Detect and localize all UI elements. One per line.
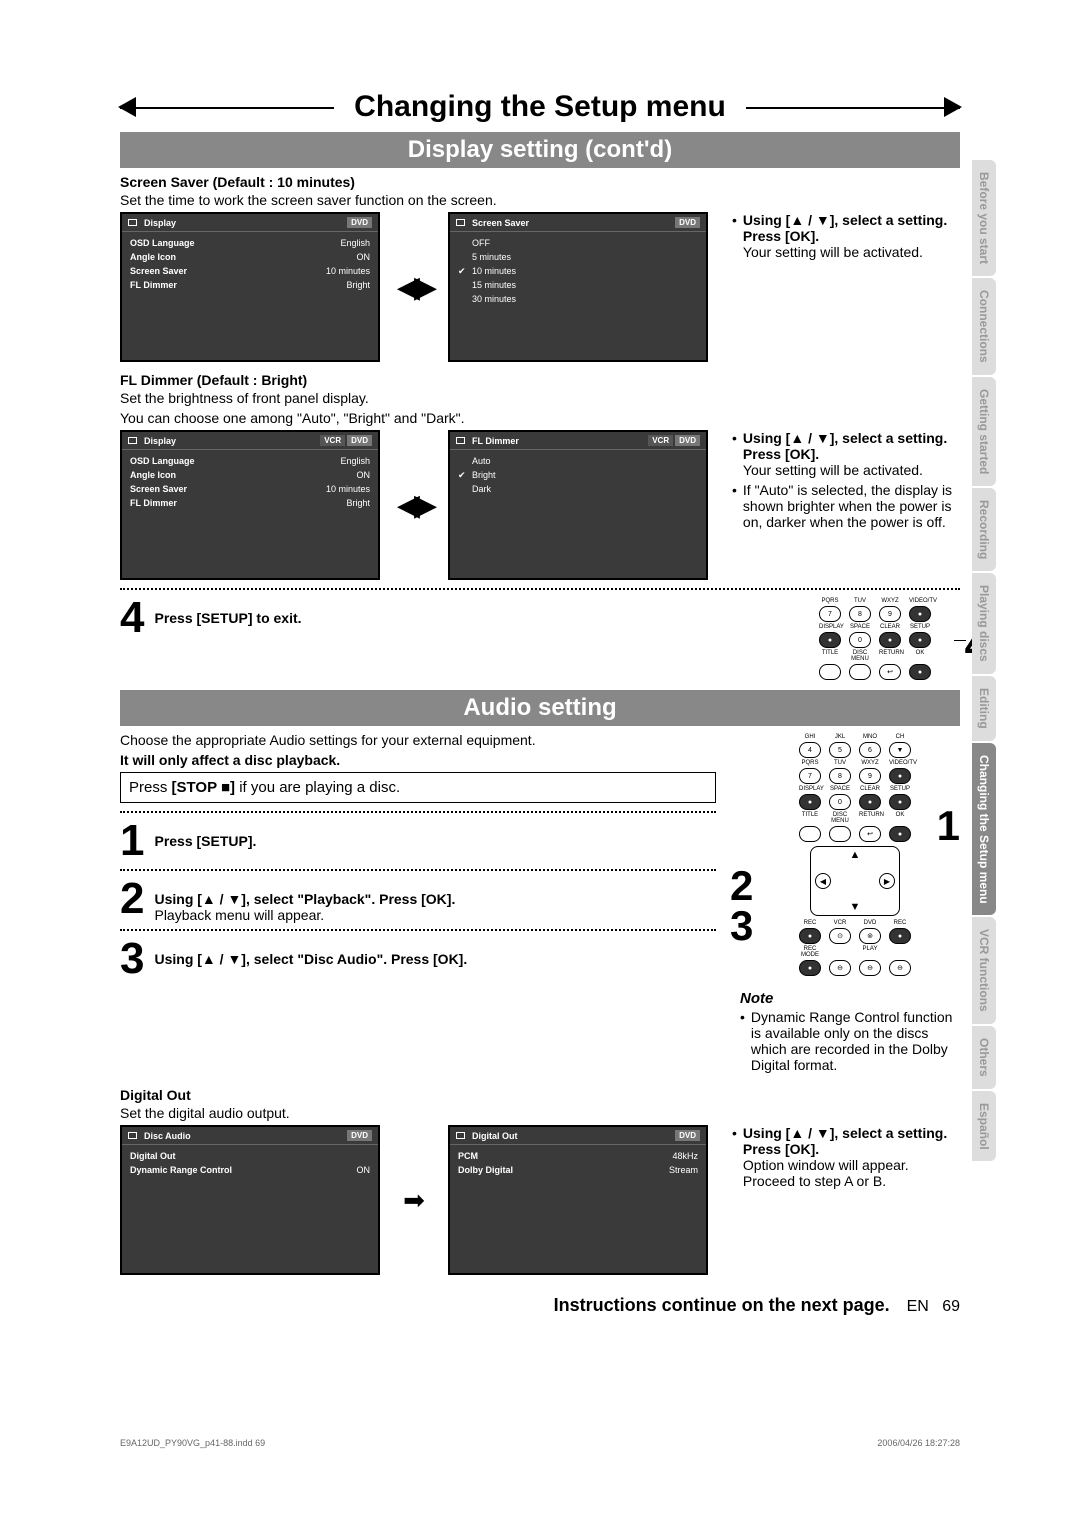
dotted-rule — [120, 869, 716, 871]
menu-tab-dvd: DVD — [347, 435, 372, 446]
step-2: 2 Using [▲ / ▼], select "Playback". Pres… — [120, 877, 716, 923]
fldimmer-menu-options: FL Dimmer VCRDVD Auto Bright Dark — [448, 430, 708, 580]
side-tab-getting-started: Getting started — [972, 377, 996, 486]
dotted-rule — [120, 588, 960, 590]
page-content: Changing the Setup menu Display setting … — [120, 90, 960, 1316]
side-tab-playing: Playing discs — [972, 573, 996, 674]
step-4-text: Press [SETUP] to exit. — [154, 610, 301, 626]
digitalout-desc: Set the digital audio output. — [120, 1105, 960, 1121]
step-num-4: 4 — [120, 596, 144, 640]
step-2-text: Using [▲ / ▼], select "Playback". Press … — [154, 891, 455, 907]
digitalout-menu-options: Digital Out DVD PCM48kHz Dolby DigitalSt… — [448, 1125, 708, 1275]
screensaver-right-text: •Using [▲ / ▼], select a setting. Press … — [722, 212, 960, 362]
side-tab-recording: Recording — [972, 488, 996, 571]
menu-icon — [128, 1132, 137, 1139]
banner-title: Changing the Setup menu — [334, 90, 746, 124]
menu-title: Display — [128, 217, 176, 228]
step-num-3: 3 — [120, 937, 144, 981]
screensaver-heading: Screen Saver (Default : 10 minutes) — [120, 174, 960, 190]
fldimmer-block: FL Dimmer (Default : Bright) Set the bri… — [120, 372, 960, 580]
section-audio-header: Audio setting — [120, 690, 960, 726]
side-tab-others: Others — [972, 1026, 996, 1089]
fldimmer-menu-display: Display VCRDVD OSD LanguageEnglish Angle… — [120, 430, 380, 580]
remote-diagram-top: PQRSTUVWXYZVIDEO/TV 789● DISPLAYSPACECLE… — [790, 596, 960, 682]
continue-line: Instructions continue on the next page. … — [120, 1295, 960, 1316]
dotted-rule — [120, 811, 716, 813]
digitalout-right-text: •Using [▲ / ▼], select a setting. Press … — [722, 1125, 960, 1275]
remote-diagram-bottom: GHIJKLMNOCH 456▼ PQRSTUVWXYZVIDEO/TV 789… — [770, 734, 940, 976]
menu-title: FL Dimmer — [456, 435, 519, 446]
digitalout-menu-discaudio: Disc Audio DVD Digital Out Dynamic Range… — [120, 1125, 380, 1275]
side-tab-editing: Editing — [972, 676, 996, 741]
note-text: Dynamic Range Control function is availa… — [751, 1009, 960, 1073]
callout-1: 1 — [937, 802, 960, 850]
banner-arrow-right — [944, 97, 962, 117]
fldimmer-heading: FL Dimmer (Default : Bright) — [120, 372, 960, 388]
audio-intro2: It will only affect a disc playback. — [120, 752, 340, 768]
step-1-text: Press [SETUP]. — [154, 833, 256, 849]
side-tabs: Before you start Connections Getting sta… — [972, 160, 996, 1163]
menu-title: Digital Out — [456, 1130, 518, 1141]
menu-tab-vcr: VCR — [648, 435, 673, 446]
side-tab-espanol: Español — [972, 1091, 996, 1162]
menu-title: Screen Saver — [456, 217, 529, 228]
menu-tab-vcr: VCR — [320, 435, 345, 446]
screensaver-block: Screen Saver (Default : 10 minutes) Set … — [120, 174, 960, 362]
menu-tab-dvd: DVD — [675, 1130, 700, 1141]
step-4: 4 Press [SETUP] to exit. — [120, 596, 776, 640]
note-head: Note — [740, 990, 960, 1007]
audio-intro1: Choose the appropriate Audio settings fo… — [120, 732, 716, 748]
screensaver-menu-options: Screen Saver DVD OFF 5 minutes 10 minute… — [448, 212, 708, 362]
step-2-after: Playback menu will appear. — [154, 907, 324, 923]
fldimmer-desc2: You can choose one among "Auto", "Bright… — [120, 410, 960, 426]
step-1: 1 Press [SETUP]. — [120, 819, 716, 863]
footer-left: E9A12UD_PY90VG_p41-88.indd 69 — [120, 1438, 265, 1448]
banner-arrow-left — [118, 97, 136, 117]
menu-tab-dvd: DVD — [675, 217, 700, 228]
menu-icon — [456, 1132, 465, 1139]
step-num-2: 2 — [120, 877, 144, 921]
menu-icon — [128, 219, 137, 226]
side-tab-connections: Connections — [972, 278, 996, 375]
note-block: Note •Dynamic Range Control function is … — [730, 990, 960, 1073]
arrow-between: ◀▶ — [394, 430, 434, 580]
step-3: 3 Using [▲ / ▼], select "Disc Audio". Pr… — [120, 937, 716, 981]
menu-icon — [128, 437, 137, 444]
footer: E9A12UD_PY90VG_p41-88.indd 69 2006/04/26… — [120, 1438, 960, 1448]
step-num-1: 1 — [120, 819, 144, 863]
screensaver-desc: Set the time to work the screen saver fu… — [120, 192, 960, 208]
callout-3: 3 — [730, 902, 753, 950]
audio-boxed: Press [STOP ■] if you are playing a disc… — [120, 772, 716, 803]
step-3-text: Using [▲ / ▼], select "Disc Audio". Pres… — [154, 951, 467, 967]
menu-icon — [456, 437, 465, 444]
dotted-rule — [120, 929, 716, 931]
digitalout-block: Digital Out Set the digital audio output… — [120, 1087, 960, 1275]
arrow-between: ◀▶ — [394, 212, 434, 362]
remote-navpad: ▲▼◀▶ — [810, 846, 900, 916]
menu-icon — [456, 219, 465, 226]
screensaver-menu-display: Display DVD OSD LanguageEnglish Angle Ic… — [120, 212, 380, 362]
fldimmer-right-text: •Using [▲ / ▼], select a setting. Press … — [722, 430, 960, 580]
fldimmer-desc1: Set the brightness of front panel displa… — [120, 390, 960, 406]
banner: Changing the Setup menu — [120, 90, 960, 124]
menu-title: Disc Audio — [128, 1130, 191, 1141]
arrow-right: ➡ — [394, 1125, 434, 1275]
menu-tab-dvd: DVD — [347, 1130, 372, 1141]
footer-right: 2006/04/26 18:27:28 — [877, 1438, 960, 1448]
side-tab-vcr: VCR functions — [972, 917, 996, 1024]
menu-title: Display — [128, 435, 176, 446]
side-tab-before: Before you start — [972, 160, 996, 276]
menu-tab-dvd: DVD — [347, 217, 372, 228]
menu-tab-dvd: DVD — [675, 435, 700, 446]
side-tab-changing-setup: Changing the Setup menu — [972, 743, 996, 916]
digitalout-heading: Digital Out — [120, 1087, 960, 1103]
section-display-header: Display setting (cont'd) — [120, 132, 960, 168]
